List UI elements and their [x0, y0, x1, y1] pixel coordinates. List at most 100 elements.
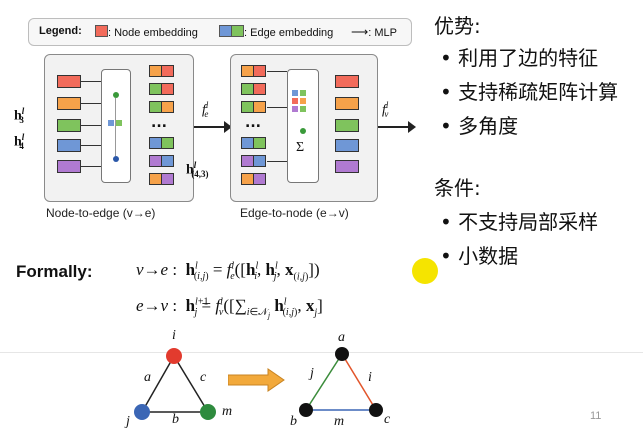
bullet-item: • 支持稀疏矩阵计算	[440, 80, 619, 104]
connector	[267, 161, 287, 162]
node-embedding	[335, 97, 359, 110]
page-number: 11	[590, 410, 602, 422]
node-label: a	[338, 330, 345, 345]
edge-line	[341, 353, 377, 411]
edge-embedding	[149, 65, 174, 77]
formally-label: Formally:	[16, 262, 93, 281]
edge-embedding	[241, 101, 266, 113]
fv-label: flv	[382, 100, 389, 120]
node-m	[200, 404, 216, 420]
mlp-square	[300, 98, 306, 104]
h4-label: hl4	[14, 132, 25, 152]
node-embedding	[57, 119, 81, 132]
node-embedding	[57, 75, 81, 88]
edge-embedding	[149, 137, 174, 149]
node-label: i	[172, 328, 176, 343]
connector	[81, 125, 101, 126]
arrow-head-icon	[224, 121, 232, 133]
node-a	[335, 347, 349, 361]
edge-label: b	[172, 412, 179, 427]
edge-label: c	[200, 370, 207, 385]
advantages-title: 优势:	[434, 14, 481, 38]
ellipsis: ...	[245, 115, 261, 131]
mlp-square	[292, 98, 298, 104]
arrow-line	[378, 126, 412, 128]
node-embedding	[335, 119, 359, 132]
legend-node: : Node embedding	[95, 25, 198, 39]
graph-original	[134, 348, 216, 420]
sigma-icon: Σ	[296, 140, 305, 155]
equation-2: e→v : hl+1j = flv([∑i∈𝒩j hl(i,j), xj]	[136, 296, 323, 321]
mlp-square	[300, 90, 306, 96]
node-label: j	[126, 414, 130, 429]
edge-embedding	[241, 173, 266, 185]
edge-line	[173, 355, 209, 413]
connector	[267, 107, 287, 108]
highlight-dot	[412, 258, 438, 284]
node-b	[299, 403, 313, 417]
edge-embedding	[241, 137, 266, 149]
legend-mlp: ⟶: MLP	[351, 25, 397, 39]
edge-swatch-green-icon	[231, 25, 244, 37]
mlp-square	[116, 120, 122, 126]
node-embedding	[335, 75, 359, 88]
bullet-item: • 利用了边的特征	[440, 46, 599, 70]
legend-edge-label: : Edge embedding	[244, 27, 334, 39]
arrow-head-icon	[408, 121, 416, 133]
connector	[81, 166, 101, 167]
edge-embedding	[241, 155, 266, 167]
bullet-item: • 小数据	[440, 244, 519, 268]
mlp-square	[292, 90, 298, 96]
edge-to-node-panel: ... Σ	[230, 54, 378, 202]
node-i	[166, 348, 182, 364]
mlp-dot	[113, 92, 119, 98]
mlp-block	[101, 69, 131, 183]
arrow-line	[194, 126, 228, 128]
mlp-square	[292, 106, 298, 112]
legend-mlp-label: : MLP	[368, 27, 397, 39]
edge-embedding	[149, 83, 174, 95]
arrow-icon: ⟶	[351, 25, 369, 39]
h43-label: hl(4,3)	[186, 160, 209, 180]
node-swatch-icon	[95, 25, 108, 37]
edge-label: j	[310, 366, 314, 381]
fe-label: fle	[202, 100, 209, 120]
node-label: b	[290, 414, 297, 429]
connector	[81, 81, 101, 82]
mlp-square	[108, 120, 114, 126]
ellipsis: ...	[151, 115, 167, 131]
node-label: m	[222, 404, 233, 419]
mlp-square	[300, 106, 306, 112]
bullet-item: • 多角度	[440, 114, 519, 138]
legend-edge: : Edge embedding	[219, 25, 333, 39]
mlp-dot	[300, 128, 306, 134]
transform-arrow-icon	[228, 368, 285, 392]
edge-line	[141, 355, 175, 413]
node-embedding	[57, 139, 81, 152]
edge-embedding	[149, 155, 174, 167]
edge-label: m	[334, 414, 345, 429]
node-embedding	[57, 97, 81, 110]
graph-line-graph	[299, 347, 383, 417]
panel2-caption: Edge-to-node (e→v)	[240, 206, 349, 220]
node-embedding	[57, 160, 81, 173]
node-embedding	[335, 139, 359, 152]
bullet-item: • 不支持局部采样	[440, 210, 599, 234]
equation-1: v→e : hl(i,j) = fle([hli, hlj, x(i,j)])	[136, 260, 320, 283]
connector	[81, 103, 101, 104]
edge-embedding	[149, 101, 174, 113]
h3-label: hl3	[14, 106, 25, 126]
edge-line	[305, 353, 343, 411]
node-to-edge-panel: ...	[44, 54, 194, 202]
conditions-title: 条件:	[434, 176, 481, 200]
node-embedding	[335, 160, 359, 173]
node-label: c	[384, 412, 391, 427]
divider	[0, 352, 643, 353]
mlp-axis	[115, 98, 116, 156]
edge-label: i	[368, 370, 372, 385]
mlp-dot	[113, 156, 119, 162]
connector	[81, 145, 101, 146]
node-j	[134, 404, 150, 420]
edge-embedding	[149, 173, 174, 185]
mlp-block: Σ	[287, 69, 319, 183]
